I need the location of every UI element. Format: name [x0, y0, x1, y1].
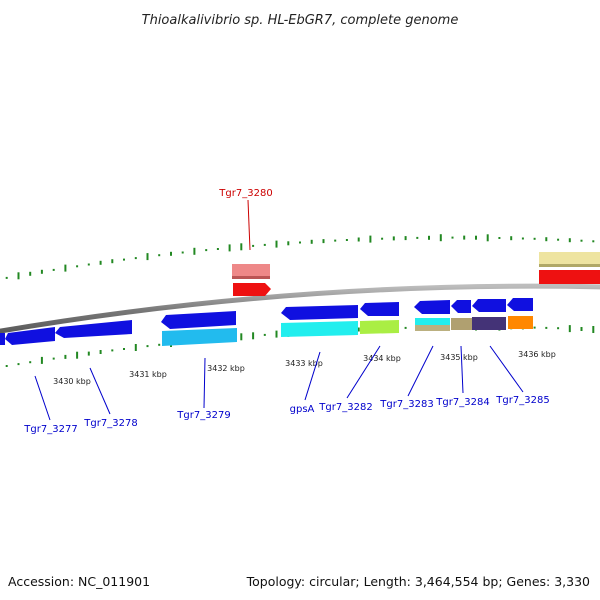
- annotation-block[interactable]: [508, 316, 533, 329]
- kbp-scale: 3430 kbp 3431 kbp 3432 kbp 3433 kbp 3434…: [53, 350, 556, 386]
- map-title: Thioalkalivibrio sp. HL-EbGR7, complete …: [142, 13, 459, 28]
- genome-backbone: [0, 283, 600, 334]
- leader-line: [203, 357, 206, 409]
- cds-arrow[interactable]: [414, 300, 450, 314]
- cds-arrow[interactable]: [161, 311, 236, 329]
- leader-line: [489, 345, 524, 393]
- leader-line: [89, 367, 111, 415]
- cds-arrow[interactable]: [5, 327, 55, 345]
- annotation-block[interactable]: [360, 320, 399, 334]
- cds-features: [0, 298, 533, 345]
- kbp-label: 3436 kbp: [518, 350, 556, 359]
- rna-arrow[interactable]: [233, 283, 271, 296]
- kbp-label: 3434 kbp: [363, 354, 401, 363]
- gene-label-gpsa[interactable]: gpsA: [290, 404, 315, 415]
- cds-arrow[interactable]: [472, 299, 506, 312]
- gene-label-tgr7-3285[interactable]: Tgr7_3285: [495, 395, 549, 406]
- leader-line: [346, 345, 381, 399]
- kbp-label: 3432 kbp: [207, 364, 245, 373]
- gene-label-tgr7-3278[interactable]: Tgr7_3278: [83, 418, 137, 429]
- leader-line: [460, 345, 464, 394]
- cds-arrow[interactable]: [507, 298, 533, 311]
- annotation-block[interactable]: [415, 325, 450, 331]
- cds-arrow[interactable]: [55, 320, 132, 338]
- leader-line: [247, 199, 251, 251]
- leader-line: [304, 351, 321, 401]
- leader-line: [407, 345, 434, 397]
- label-leaders: [34, 199, 524, 421]
- gene-label-tgr7-3277[interactable]: Tgr7_3277: [23, 424, 77, 435]
- gene-label-tgr7-3282[interactable]: Tgr7_3282: [318, 402, 372, 413]
- cds-arrow[interactable]: [451, 300, 471, 313]
- cds-arrow[interactable]: [0, 333, 5, 345]
- rna-feature-shadow: [232, 276, 270, 279]
- leader-line: [34, 375, 51, 421]
- kbp-label: 3431 kbp: [129, 370, 167, 379]
- cds-arrow[interactable]: [281, 305, 358, 320]
- gc-content-outer-ticks: [5, 234, 595, 280]
- kbp-label: 3433 kbp: [285, 359, 323, 368]
- annotation-block[interactable]: [415, 318, 450, 325]
- gene-label-tgr7-3279[interactable]: Tgr7_3279: [176, 410, 230, 421]
- annotation-blocks: [162, 316, 533, 346]
- gene-label-tgr7-3284[interactable]: Tgr7_3284: [435, 397, 489, 408]
- topology-label: Topology: circular; Length: 3,464,554 bp…: [246, 574, 590, 589]
- kbp-label: 3430 kbp: [53, 377, 91, 386]
- misc-feature[interactable]: [539, 252, 600, 266]
- annotation-block[interactable]: [281, 321, 358, 337]
- forward-features: [232, 252, 600, 296]
- rna-feature[interactable]: [539, 270, 600, 284]
- accession-label: Accession: NC_011901: [8, 574, 151, 589]
- annotation-block[interactable]: [162, 328, 237, 346]
- misc-feature-shadow: [539, 264, 600, 267]
- rna-feature[interactable]: [232, 264, 270, 278]
- cds-arrow[interactable]: [360, 302, 399, 316]
- gene-labels: Tgr7_3277 Tgr7_3278 Tgr7_3279 Tgr7_3280 …: [23, 188, 549, 435]
- kbp-label: 3435 kbp: [440, 353, 478, 362]
- annotation-block[interactable]: [472, 317, 506, 330]
- annotation-block[interactable]: [451, 318, 472, 330]
- gene-label-tgr7-3283[interactable]: Tgr7_3283: [379, 399, 433, 410]
- gene-label-tgr7-3280[interactable]: Tgr7_3280: [218, 188, 272, 199]
